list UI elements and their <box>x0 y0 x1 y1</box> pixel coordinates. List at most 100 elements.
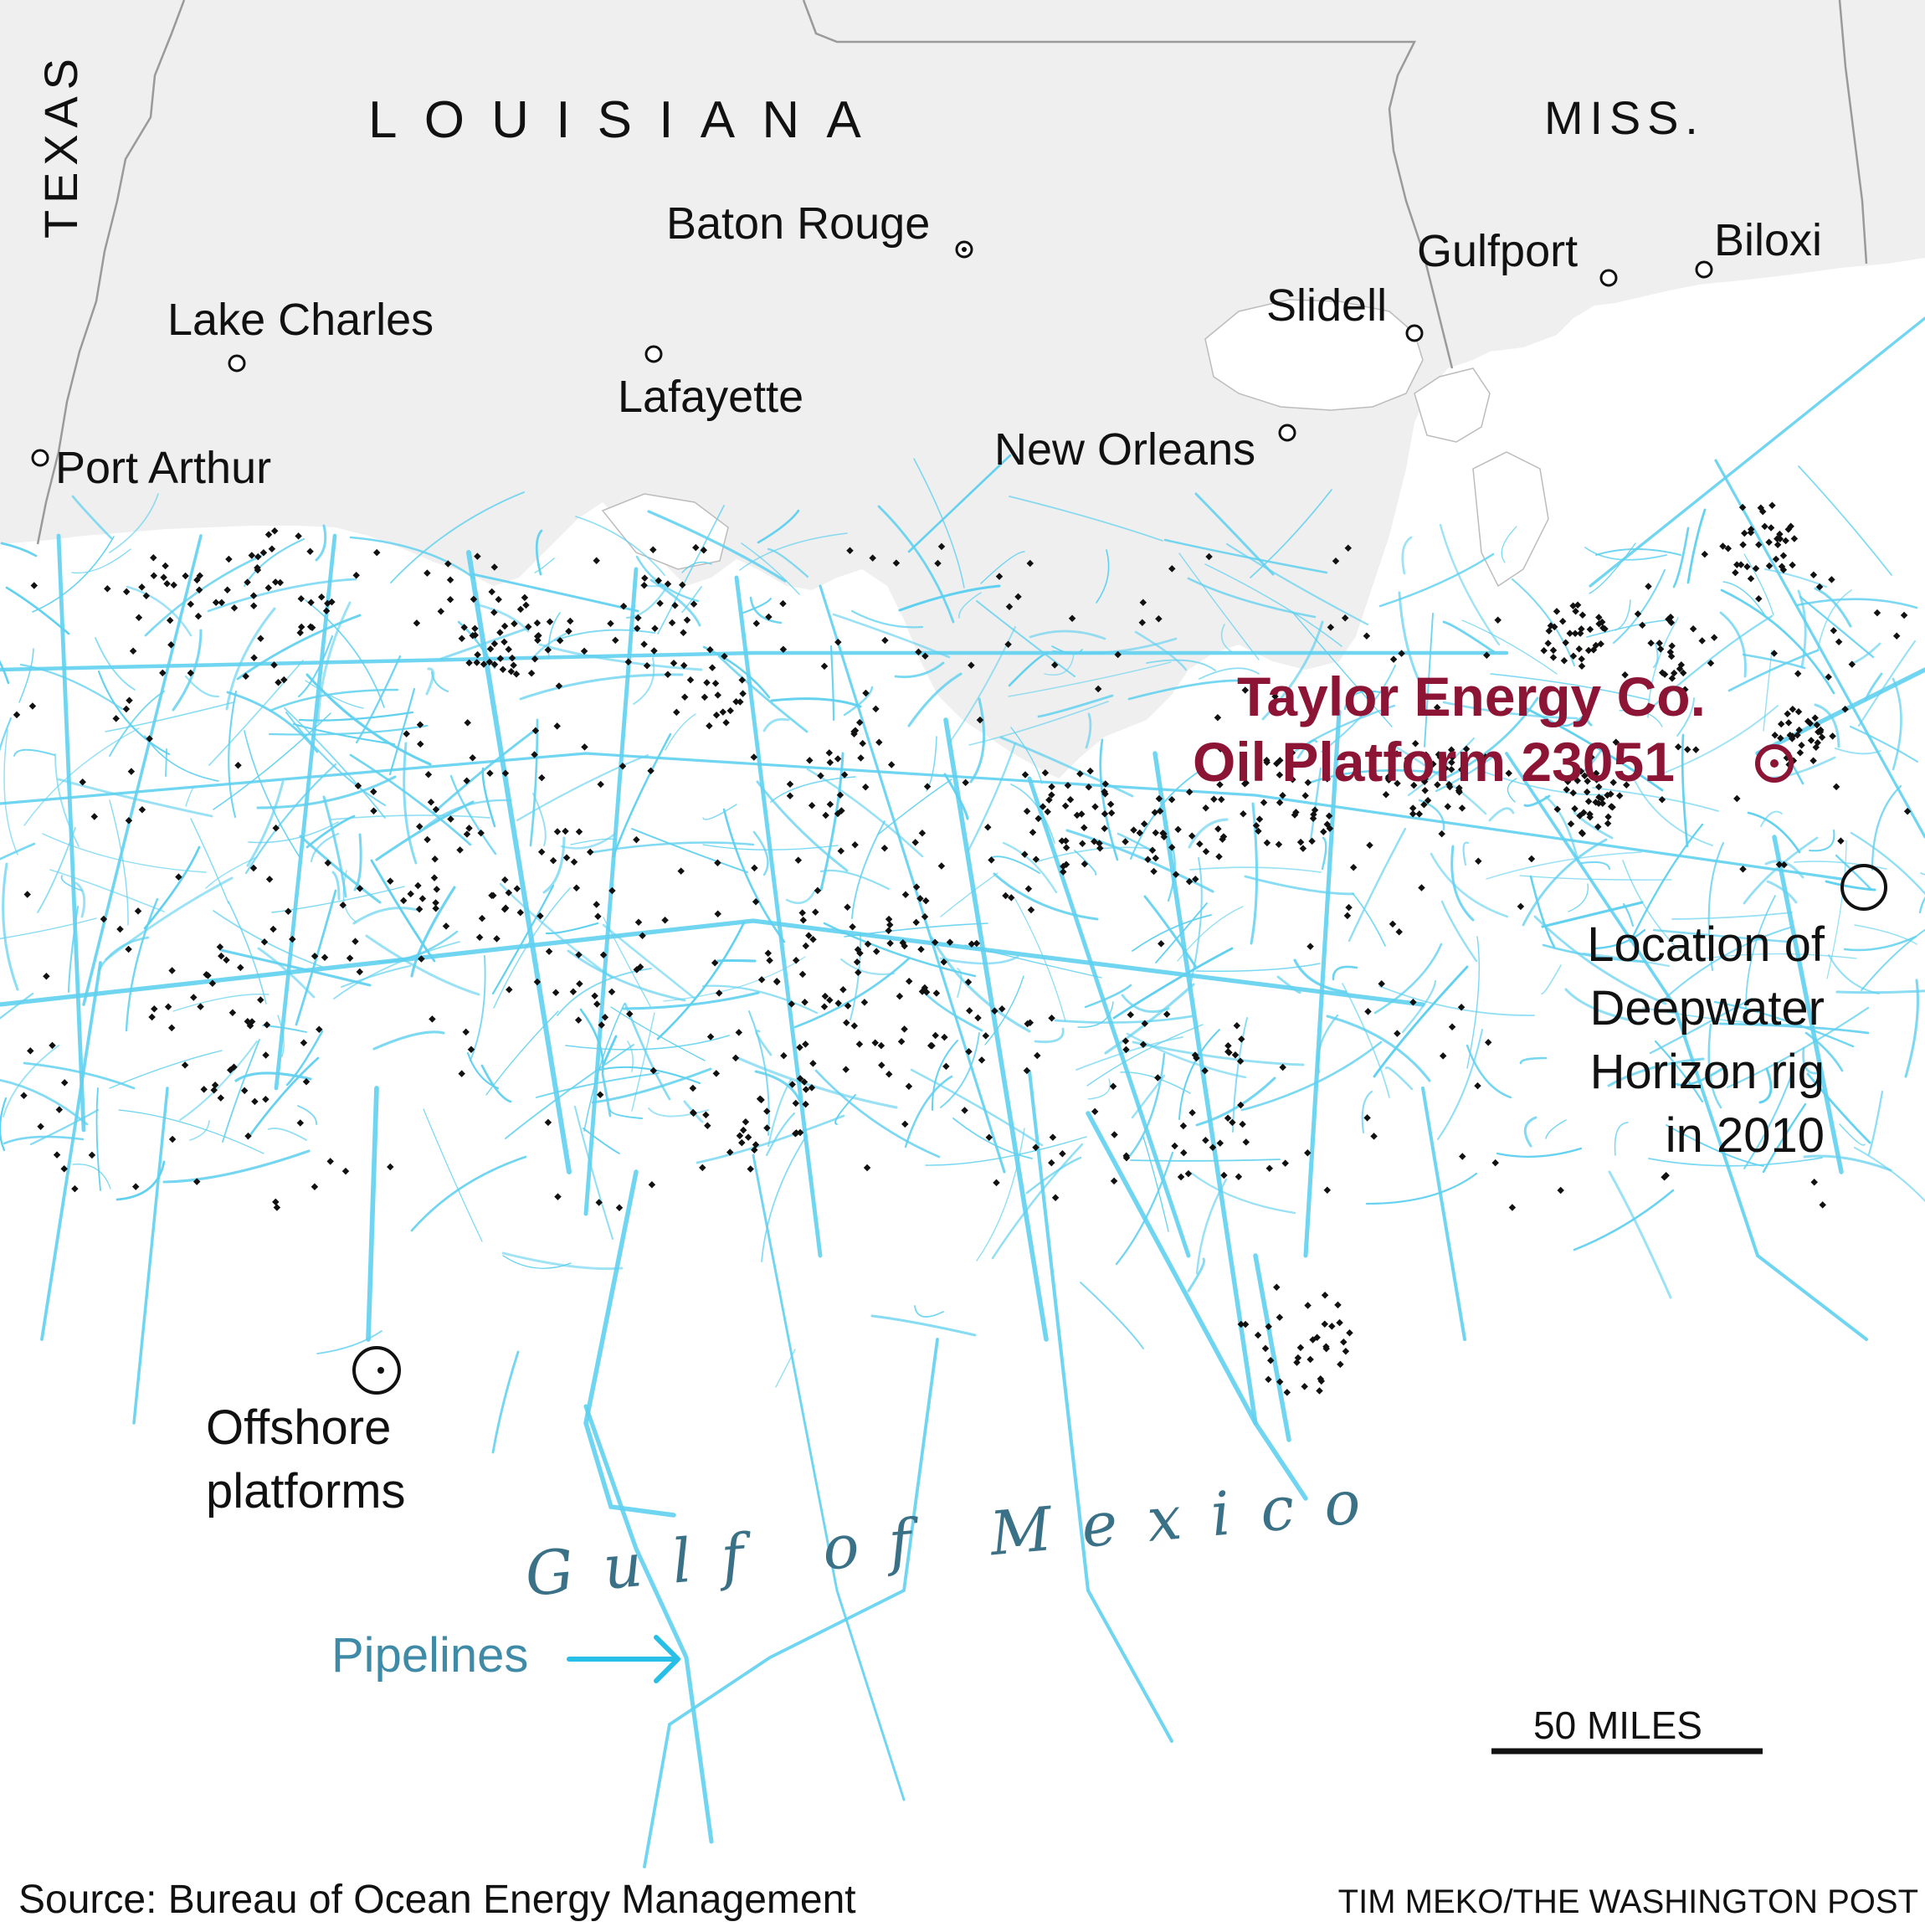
platform-dot <box>444 560 452 568</box>
platform-dot <box>1252 821 1260 830</box>
platform-dot <box>234 762 242 769</box>
pipeline-segment <box>1436 1028 1484 1141</box>
platform-dot <box>704 1122 711 1130</box>
platform-dot <box>1139 599 1147 606</box>
pipeline-segment <box>0 1078 89 1126</box>
platform-dot <box>1484 1038 1492 1046</box>
pipeline-segment <box>284 707 386 819</box>
texas-louisiana-border <box>36 0 186 545</box>
platform-dot <box>673 708 680 717</box>
pipeline-segment <box>1442 701 1578 720</box>
platform-dot <box>555 682 563 690</box>
platform-dot <box>792 956 800 964</box>
platform-dot <box>1321 1320 1329 1328</box>
platform-dot <box>1459 1153 1466 1160</box>
pipeline-segment <box>1647 617 1679 718</box>
platform-dot <box>538 773 546 782</box>
platform-dot <box>1317 1377 1326 1385</box>
pipeline-segment <box>967 742 1017 852</box>
pipeline-segment <box>1726 1006 1870 1089</box>
platform-dot <box>836 791 844 799</box>
platform-dot <box>788 1081 796 1088</box>
platform-dot <box>1761 522 1768 531</box>
pipeline-segment <box>1130 768 1204 860</box>
platform-dot <box>844 903 851 912</box>
pipeline-segment <box>226 691 319 753</box>
pipeline-segment <box>1104 983 1195 1055</box>
platform-dot <box>1027 906 1035 914</box>
pipeline-segment <box>1798 465 1892 576</box>
pipeline-segment <box>1541 901 1644 928</box>
pipeline-segment <box>1584 547 1667 561</box>
pipeline-segment <box>207 578 357 613</box>
pipeline-segment <box>1084 984 1132 1009</box>
platform-dot <box>1601 624 1609 633</box>
pipeline-segment <box>1608 1170 1672 1299</box>
platform-dot <box>857 754 865 762</box>
platform-dot <box>788 1000 796 1008</box>
pipeline-segment <box>349 536 476 580</box>
platform-dot <box>27 1047 34 1055</box>
platform-dot <box>1755 541 1763 548</box>
platform-dot <box>1819 1201 1826 1209</box>
pipeline-segment <box>609 1109 643 1119</box>
platform-dot <box>1592 799 1599 806</box>
pipeline-segment <box>1440 900 1478 963</box>
platform-dot <box>1344 544 1353 552</box>
platform-dot <box>1394 779 1401 788</box>
platform-dot <box>580 647 588 655</box>
pipeline-segment <box>1293 958 1348 994</box>
platform-dot <box>1263 839 1271 847</box>
pipeline-segment <box>737 1056 898 1109</box>
new-orleans-label: New Orleans <box>994 424 1255 475</box>
platform-dot <box>1168 565 1176 573</box>
platform-dot <box>522 601 530 609</box>
pipeline-trunk <box>734 575 823 1258</box>
platform-dot <box>1593 776 1600 784</box>
pipeline-segment <box>538 643 703 671</box>
platform-dot <box>1553 608 1561 615</box>
platform-dot <box>272 824 280 832</box>
platform-dot <box>1218 795 1225 804</box>
platform-dot <box>129 647 137 655</box>
platform-dot <box>922 897 930 905</box>
platform-dot <box>138 583 146 591</box>
platform-dot <box>594 912 602 921</box>
platform-dot <box>1656 640 1663 647</box>
pipeline-segment <box>1430 852 1509 918</box>
city-markers <box>31 240 1713 467</box>
pipeline-segment <box>502 1255 572 1269</box>
platform-dot <box>878 1061 886 1069</box>
platform-dot <box>1505 769 1512 778</box>
pipeline-segment <box>355 655 402 744</box>
platform-dot <box>230 604 239 612</box>
pipeline-segment <box>1718 1022 1870 1035</box>
pipeline-segment <box>1127 679 1240 701</box>
pipeline-segment <box>1652 928 1789 943</box>
platform-dot <box>1457 765 1466 773</box>
platform-dot <box>1296 838 1305 846</box>
platform-dot <box>581 743 588 751</box>
platform-dot <box>1707 659 1715 667</box>
pipeline-segment <box>1120 1071 1191 1094</box>
pipeline-segment <box>1010 784 1055 844</box>
platform-dot <box>182 572 189 580</box>
pipeline-segment <box>67 905 80 994</box>
pipeline-segment <box>285 1030 324 1087</box>
platform-dot <box>501 905 509 913</box>
platform-dot <box>462 1028 470 1036</box>
platform-dot <box>1758 507 1767 516</box>
platform-dot <box>1609 778 1617 787</box>
platform-dot <box>1639 621 1646 629</box>
pipelines-legend-arrow <box>567 1635 680 1683</box>
platform-dot <box>1779 566 1788 574</box>
pipeline-segment <box>1401 979 1437 1034</box>
pipeline-segment <box>1146 659 1216 671</box>
platform-dot <box>757 1096 765 1104</box>
platform-dot <box>875 738 883 747</box>
pipeline-trunk <box>1152 751 1258 1426</box>
platform-dot <box>470 595 478 604</box>
platform-dot <box>877 1041 886 1050</box>
platform-dot <box>151 1005 158 1013</box>
pipeline-segment <box>1342 983 1390 1098</box>
